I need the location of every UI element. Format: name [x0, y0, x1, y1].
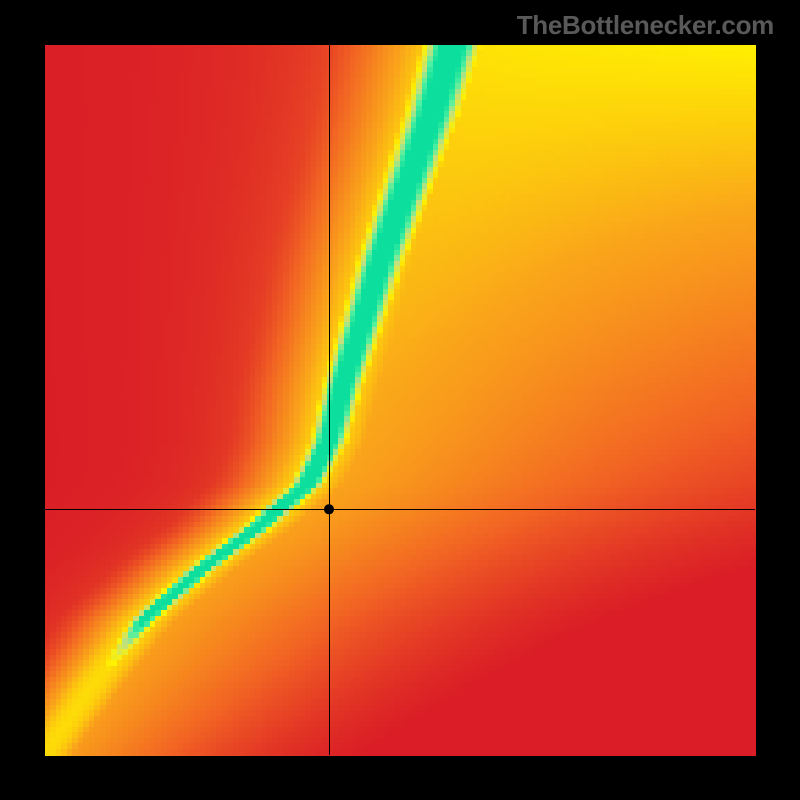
heatmap-canvas — [0, 0, 800, 800]
watermark-text: TheBottlenecker.com — [517, 10, 774, 41]
